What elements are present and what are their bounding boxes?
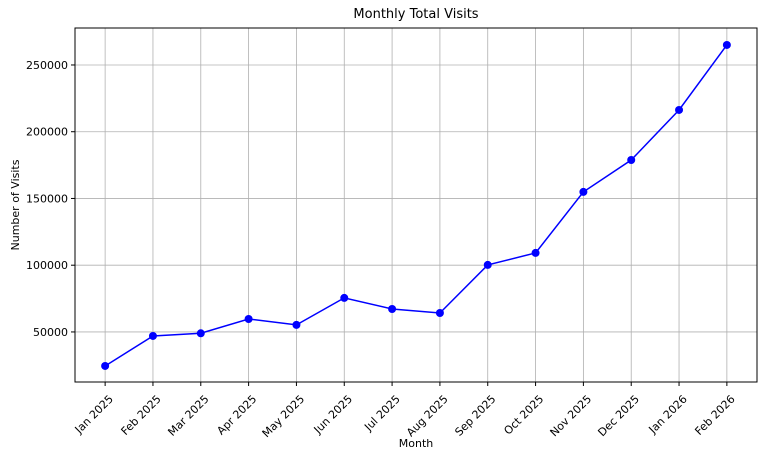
y-tick-label: 250000 bbox=[26, 59, 68, 72]
x-tick-label: Aug 2025 bbox=[404, 393, 451, 440]
x-tick-label: Jul 2025 bbox=[361, 393, 403, 435]
x-tick-label: Dec 2025 bbox=[595, 393, 642, 440]
point bbox=[340, 293, 349, 302]
plot-frame bbox=[74, 27, 758, 383]
x-tick-label: Jun 2025 bbox=[311, 393, 355, 437]
point bbox=[196, 329, 205, 338]
y-tick-label: 200000 bbox=[26, 126, 68, 139]
point bbox=[675, 105, 684, 114]
y-tick-label: 50000 bbox=[33, 326, 68, 339]
line bbox=[104, 44, 728, 367]
x-tick-label: Mar 2025 bbox=[165, 393, 211, 439]
x-tick-label: Oct 2025 bbox=[501, 393, 546, 438]
x-tick-label: Jan 2026 bbox=[646, 393, 690, 437]
x-axis-label: Month bbox=[399, 437, 434, 450]
x-tick-label: Apr 2025 bbox=[214, 393, 259, 438]
x-tick-label: May 2025 bbox=[260, 393, 308, 441]
point bbox=[388, 304, 397, 313]
y-tick-label: 150000 bbox=[26, 192, 68, 205]
x-tick-label: Feb 2026 bbox=[692, 393, 737, 438]
point bbox=[148, 331, 157, 340]
point bbox=[722, 40, 731, 49]
x-tick-label: Feb 2025 bbox=[119, 393, 164, 438]
x-tick-label: Jan 2025 bbox=[72, 393, 116, 437]
point bbox=[244, 314, 253, 323]
chart-title: Monthly Total Visits bbox=[353, 7, 478, 22]
x-tick-label: Sep 2025 bbox=[452, 393, 498, 439]
point bbox=[483, 260, 492, 269]
point bbox=[435, 308, 444, 317]
point bbox=[579, 187, 588, 196]
y-tick-label: 100000 bbox=[26, 259, 68, 272]
point bbox=[101, 361, 110, 370]
x-tick-label: Nov 2025 bbox=[548, 393, 595, 440]
y-axis-label: Number of Visits bbox=[9, 159, 22, 250]
point bbox=[292, 320, 301, 329]
point bbox=[627, 156, 636, 165]
point bbox=[531, 248, 540, 257]
